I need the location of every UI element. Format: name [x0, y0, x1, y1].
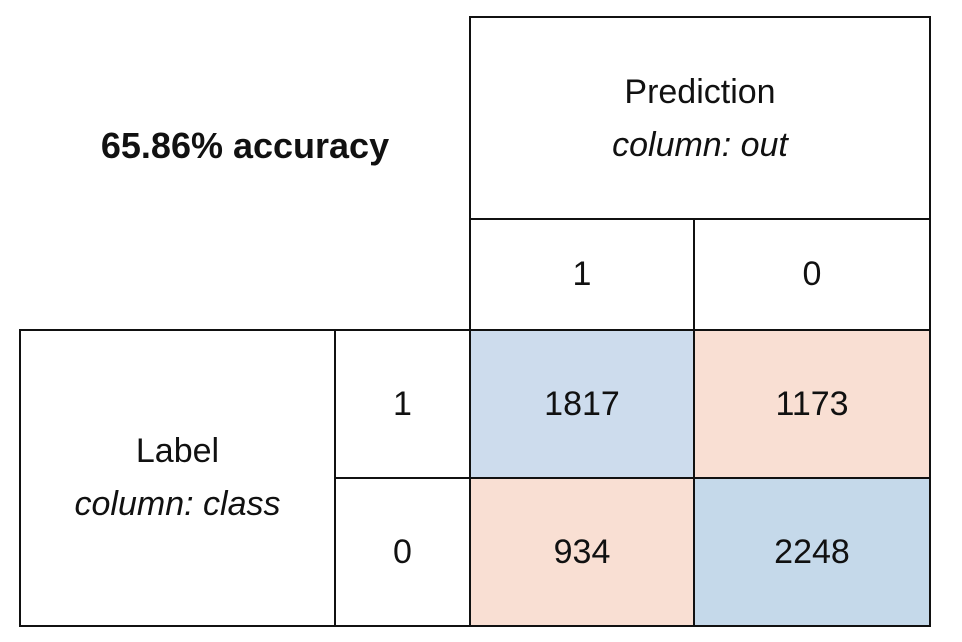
grid-line — [469, 16, 931, 18]
matrix-value-label1-pred0: 1173 — [775, 384, 849, 423]
label-class-1-label: 1 — [393, 384, 412, 423]
matrix-cell-label0-pred1: 934 — [470, 478, 694, 626]
label-header: Label column: class — [20, 330, 335, 626]
matrix-cell-label1-pred1: 1817 — [470, 330, 694, 478]
grid-line — [334, 477, 931, 479]
grid-line — [693, 218, 695, 627]
label-class-0-label: 0 — [393, 532, 412, 571]
label-class-1: 1 — [335, 330, 470, 478]
label-column-label: column: class — [74, 485, 281, 523]
matrix-value-label0-pred0: 2248 — [774, 532, 850, 571]
prediction-header: Prediction column: out — [470, 18, 930, 219]
matrix-cell-label1-pred0: 1173 — [694, 330, 930, 478]
matrix-value-label0-pred1: 934 — [553, 532, 611, 571]
label-header-label: Label — [135, 432, 220, 471]
grid-line — [19, 625, 931, 627]
grid-line — [469, 16, 471, 627]
accuracy-title-text: 65.86% accuracy — [100, 125, 390, 166]
prediction-column-label: column: out — [612, 125, 788, 164]
accuracy-title: 65.86% accuracy — [20, 18, 470, 274]
prediction-class-0: 0 — [694, 219, 930, 330]
grid-line — [19, 329, 21, 627]
prediction-class-1: 1 — [470, 219, 694, 330]
prediction-class-0-label: 0 — [802, 255, 822, 293]
label-class-0: 0 — [335, 478, 470, 626]
prediction-header-label: Prediction — [624, 72, 776, 111]
grid-line — [19, 329, 931, 331]
grid-line — [334, 329, 336, 627]
matrix-value-label1-pred1: 1817 — [544, 384, 620, 423]
grid-line — [469, 218, 931, 220]
grid-line — [929, 16, 931, 627]
prediction-class-1-label: 1 — [572, 255, 592, 293]
matrix-cell-label0-pred0: 2248 — [694, 478, 930, 626]
